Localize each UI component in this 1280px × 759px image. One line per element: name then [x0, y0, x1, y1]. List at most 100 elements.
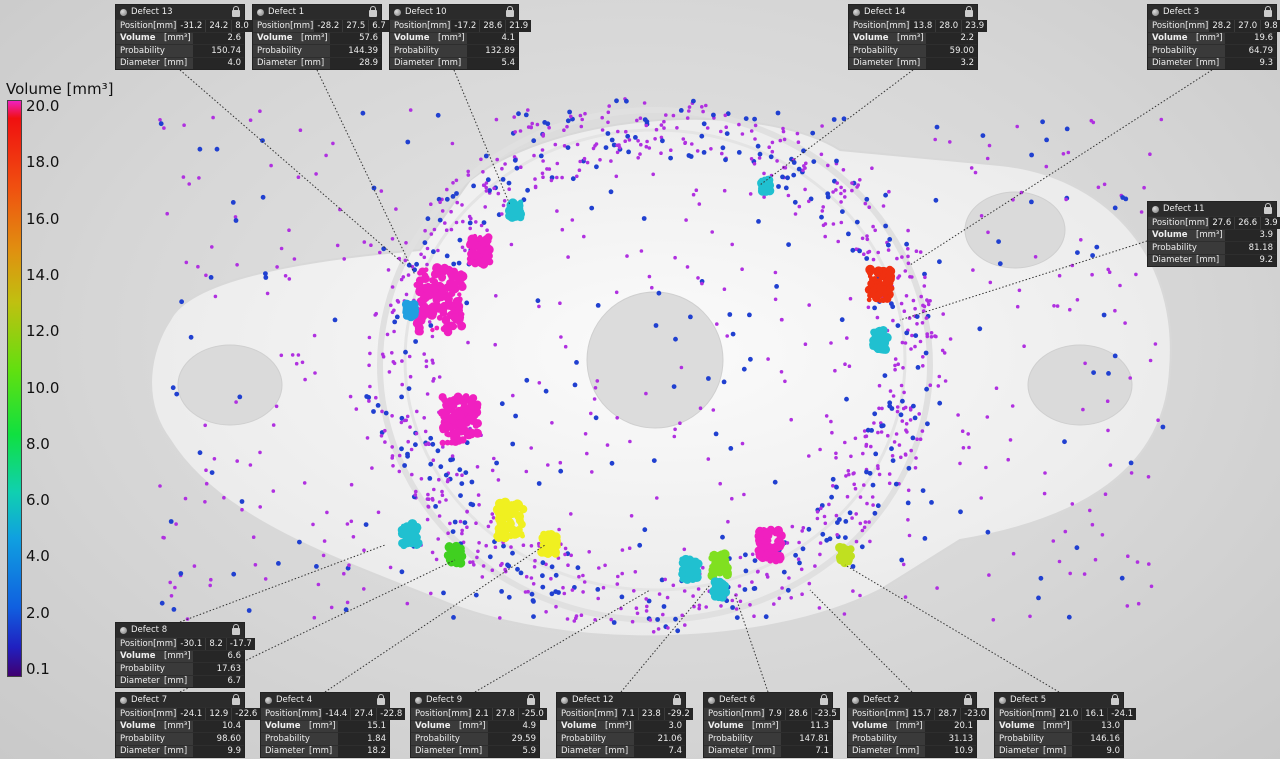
- pore: [799, 567, 804, 572]
- pore: [934, 334, 938, 339]
- row-unit: [mm]: [290, 20, 314, 31]
- pore: [948, 140, 952, 144]
- pore: [977, 326, 983, 332]
- pore: [168, 580, 172, 585]
- pore: [790, 524, 795, 529]
- pore: [547, 167, 552, 171]
- pore: [907, 533, 912, 538]
- pore: [810, 130, 816, 136]
- pore: [430, 334, 435, 339]
- pore: [1139, 210, 1144, 214]
- row-label: Diameter: [852, 746, 892, 757]
- row-value: 18.2: [338, 745, 389, 757]
- box-header: Defect 4: [261, 693, 389, 707]
- pore: [715, 322, 719, 326]
- defect-box: Defect 14 Position [mm] 13.8 28.0 23.9 Volume[…: [848, 4, 988, 70]
- box-row: Probability 21.06: [557, 732, 685, 745]
- row-value: 28.0: [936, 20, 962, 32]
- defect-name: Defect 3: [1163, 7, 1200, 17]
- pore: [896, 276, 900, 280]
- pore: [774, 284, 779, 289]
- pore: [371, 409, 376, 414]
- pore: [775, 159, 779, 163]
- pore: [540, 560, 546, 566]
- pore: [476, 493, 481, 497]
- pore: [624, 129, 628, 134]
- pore: [773, 270, 778, 275]
- pore: [521, 543, 526, 547]
- row-label: Volume: [120, 33, 156, 44]
- pore: [719, 129, 723, 134]
- pore: [397, 469, 402, 474]
- row-values: 13.8 28.0 23.9: [909, 20, 988, 32]
- pore: [342, 257, 347, 261]
- row-value: 3.0: [634, 720, 685, 732]
- pore: [316, 582, 321, 587]
- pore: [854, 512, 858, 516]
- pore: [831, 117, 837, 122]
- pore: [847, 472, 851, 477]
- pore: [428, 461, 434, 467]
- pore: [541, 134, 545, 138]
- pore: [433, 504, 438, 509]
- defect-blob: [455, 410, 465, 420]
- pore: [651, 630, 656, 634]
- defect-blob: [458, 282, 467, 292]
- row-unit: [mm]: [1196, 255, 1220, 266]
- defect-name: Defect 14: [864, 7, 906, 17]
- pore: [609, 137, 615, 143]
- pore: [471, 560, 475, 564]
- pore: [804, 161, 808, 166]
- pore: [650, 285, 654, 290]
- pore: [531, 614, 536, 619]
- pore: [424, 364, 429, 369]
- pore: [918, 250, 923, 254]
- defect-blob: [402, 304, 412, 313]
- box-row: Position [mm] 21.0 16.1 -24.1: [995, 707, 1137, 720]
- pore: [1090, 272, 1094, 277]
- pore: [592, 397, 597, 401]
- pore: [422, 352, 427, 356]
- pore: [1093, 557, 1098, 562]
- pore: [579, 124, 584, 129]
- pore: [867, 520, 871, 524]
- pore: [493, 545, 498, 549]
- pore: [913, 306, 917, 311]
- pore: [865, 234, 869, 238]
- pore: [378, 250, 382, 255]
- pore: [587, 550, 591, 554]
- row-values: -31.2 24.2 8.0: [176, 20, 252, 32]
- defect-blob: [403, 529, 410, 536]
- pore: [246, 608, 252, 613]
- pore: [364, 394, 370, 399]
- pore: [1017, 288, 1022, 293]
- row-value: 10.4: [193, 720, 244, 732]
- pore: [850, 247, 856, 253]
- pore: [335, 243, 340, 248]
- row-value: 7.9: [765, 708, 785, 720]
- pore: [696, 587, 701, 591]
- row-value: 28.7: [935, 708, 961, 720]
- pore: [883, 223, 888, 229]
- row-unit: [mm]: [886, 20, 910, 31]
- pore: [958, 461, 962, 466]
- row-label: Position: [265, 708, 299, 719]
- pore: [850, 188, 854, 193]
- pore: [854, 539, 859, 544]
- status-icon: [852, 696, 859, 704]
- row-values: 17.63: [192, 663, 244, 675]
- defect-blob: [428, 303, 437, 312]
- pore: [611, 620, 617, 625]
- pore: [666, 626, 670, 630]
- pore: [598, 158, 602, 162]
- row-value: -22.6: [232, 708, 261, 720]
- pore: [530, 121, 534, 126]
- defect-blob: [464, 415, 473, 423]
- pore: [324, 153, 328, 158]
- pore: [772, 479, 778, 485]
- status-icon: [265, 696, 272, 704]
- pore: [985, 156, 990, 161]
- pore: [292, 257, 297, 261]
- pore: [858, 593, 862, 598]
- defect-blob: [870, 328, 878, 336]
